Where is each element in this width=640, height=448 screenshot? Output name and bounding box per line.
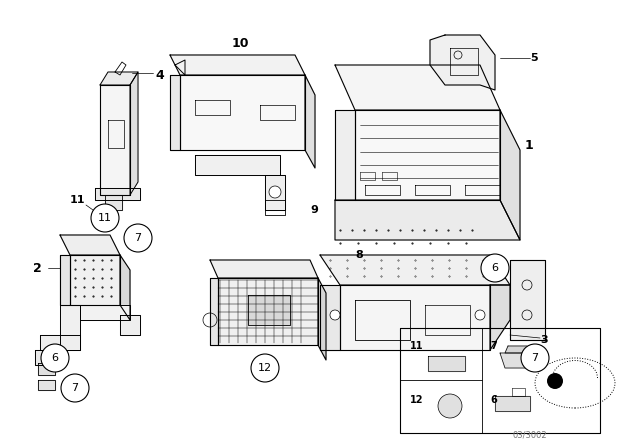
Circle shape (61, 374, 89, 402)
Polygon shape (355, 110, 500, 200)
Circle shape (521, 344, 549, 372)
Polygon shape (70, 255, 120, 305)
Polygon shape (35, 350, 60, 365)
Polygon shape (120, 255, 130, 320)
Polygon shape (170, 55, 305, 75)
Text: 6: 6 (51, 353, 58, 363)
Polygon shape (210, 260, 318, 278)
Polygon shape (38, 380, 55, 390)
Text: 03/3002: 03/3002 (513, 431, 547, 439)
Polygon shape (60, 235, 120, 255)
Text: 6: 6 (492, 263, 499, 273)
Polygon shape (38, 363, 55, 375)
Circle shape (251, 354, 279, 382)
Polygon shape (130, 72, 138, 195)
Text: 9: 9 (310, 205, 318, 215)
Text: 8: 8 (355, 250, 363, 260)
Text: 6: 6 (490, 395, 497, 405)
Polygon shape (510, 260, 545, 340)
Circle shape (269, 186, 281, 198)
Polygon shape (60, 255, 70, 305)
Polygon shape (500, 353, 535, 368)
Circle shape (41, 344, 69, 372)
Polygon shape (490, 285, 510, 350)
Polygon shape (500, 110, 520, 240)
Circle shape (481, 254, 509, 282)
Polygon shape (340, 285, 490, 350)
Text: 4: 4 (155, 69, 164, 82)
Polygon shape (180, 75, 305, 150)
Text: 12: 12 (410, 395, 424, 405)
Polygon shape (105, 195, 122, 210)
Text: 5: 5 (530, 53, 538, 63)
Text: 12: 12 (258, 363, 272, 373)
Text: 1: 1 (525, 138, 534, 151)
Polygon shape (335, 65, 500, 110)
Polygon shape (95, 188, 140, 200)
Polygon shape (120, 315, 140, 335)
Circle shape (438, 394, 462, 418)
Polygon shape (60, 305, 80, 350)
Polygon shape (335, 200, 520, 240)
Circle shape (91, 204, 119, 232)
Text: 11: 11 (70, 195, 86, 205)
Text: 11: 11 (410, 341, 424, 351)
Circle shape (475, 310, 485, 320)
Polygon shape (305, 75, 315, 168)
Text: 7: 7 (134, 233, 141, 243)
Polygon shape (430, 35, 495, 90)
Polygon shape (320, 255, 510, 285)
Polygon shape (100, 85, 130, 195)
Polygon shape (218, 278, 318, 345)
Polygon shape (495, 396, 530, 411)
Text: 3: 3 (540, 335, 548, 345)
Polygon shape (318, 278, 326, 360)
Polygon shape (320, 285, 340, 350)
Text: 10: 10 (231, 36, 249, 49)
Circle shape (547, 373, 563, 389)
Polygon shape (428, 356, 465, 371)
Polygon shape (265, 175, 285, 210)
Circle shape (124, 224, 152, 252)
Polygon shape (195, 155, 280, 175)
Polygon shape (210, 278, 218, 345)
Polygon shape (170, 75, 180, 150)
Text: 7: 7 (531, 353, 539, 363)
Text: 7: 7 (72, 383, 79, 393)
Text: 11: 11 (98, 213, 112, 223)
Polygon shape (100, 72, 138, 85)
Polygon shape (248, 295, 290, 325)
Circle shape (330, 310, 340, 320)
Text: 2: 2 (33, 262, 42, 275)
Text: 7: 7 (490, 341, 497, 351)
Polygon shape (80, 305, 130, 320)
Polygon shape (40, 335, 80, 350)
Polygon shape (335, 110, 355, 200)
Polygon shape (505, 346, 530, 353)
